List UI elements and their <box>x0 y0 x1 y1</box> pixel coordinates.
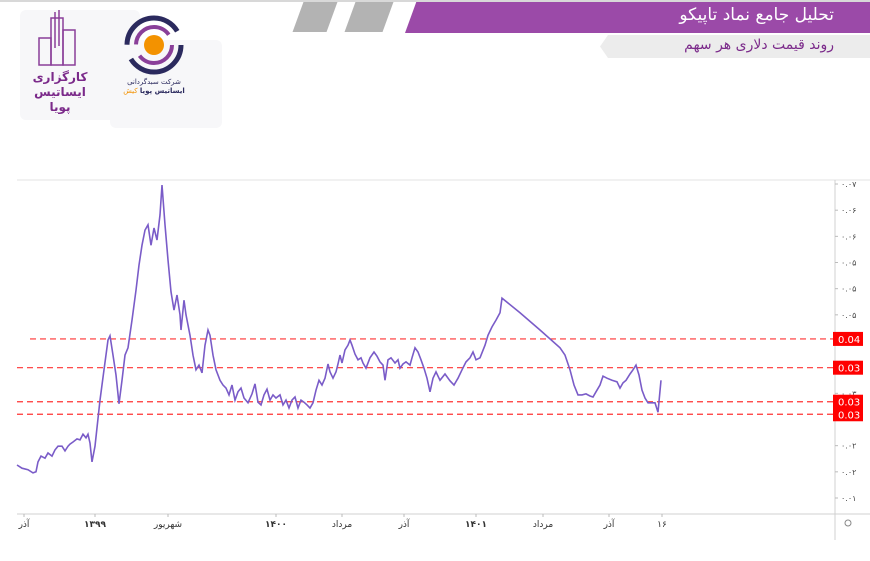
fund-logo-icon <box>124 15 184 75</box>
y-tick-label: ۰.۰۱ <box>841 494 856 503</box>
page-subtitle: روند قیمت دلاری هر سهم <box>684 37 834 53</box>
y-tick-label: ۰.۰۶ <box>841 232 856 241</box>
x-tick-label: مرداد <box>332 520 352 530</box>
fund-logo-accent: کیش <box>123 87 138 95</box>
logo-card <box>110 40 222 128</box>
y-tick-label: ۰.۰۲ <box>841 442 856 451</box>
fund-logo-text: شرکت سبدگردانی ایساتیس پویا کیش <box>115 78 193 96</box>
fund-logo-line1: شرکت سبدگردانی <box>127 78 181 86</box>
chart-settings-icon[interactable] <box>844 519 852 527</box>
level-badge <box>833 407 863 422</box>
y-tick-label: ۰.۰۵ <box>841 259 856 268</box>
x-tick-label: ۱۶ <box>657 520 667 530</box>
y-tick-label: ۰.۰۷ <box>841 180 857 189</box>
x-tick-label: ۱۴۰۰ <box>265 520 287 530</box>
x-tick-label: ۱۴۰۱ <box>465 520 487 530</box>
level-badge <box>833 360 863 375</box>
price-series-line <box>16 185 662 474</box>
broker-logo-text: کارگزاری ایساتیس پویا <box>32 70 88 114</box>
x-tick-label: آذر <box>398 518 410 530</box>
y-tick-label: ۰.۰۲ <box>841 468 856 477</box>
y-tick-label: ۰.۰۵ <box>841 285 856 294</box>
fund-logo-line2: ایساتیس پویا <box>139 87 185 95</box>
y-tick-label: ۰.۰۶ <box>841 206 856 215</box>
level-badge <box>833 394 863 409</box>
page-title: تحلیل جامع نماد تاپیکو <box>679 5 834 25</box>
subtitle-bar <box>600 35 870 58</box>
level-label: 0.03 <box>838 410 860 421</box>
level-label: 0.03 <box>838 364 860 375</box>
level-label: 0.03 <box>838 398 860 409</box>
x-tick-label: ۱۳۹۹ <box>84 520 106 530</box>
level-label: 0.04 <box>838 335 860 346</box>
x-tick-label: مرداد <box>533 520 553 530</box>
top-border <box>0 0 870 2</box>
broker-logo-icon <box>38 10 76 66</box>
level-badge <box>833 331 863 346</box>
y-tick-label: ۰.۰۳ <box>841 389 857 398</box>
x-tick-label: شهریور <box>153 520 182 530</box>
x-tick-label: آذر <box>18 518 30 530</box>
x-tick-label: آذر <box>603 518 615 530</box>
y-tick-label: ۰.۰۵ <box>841 311 856 320</box>
